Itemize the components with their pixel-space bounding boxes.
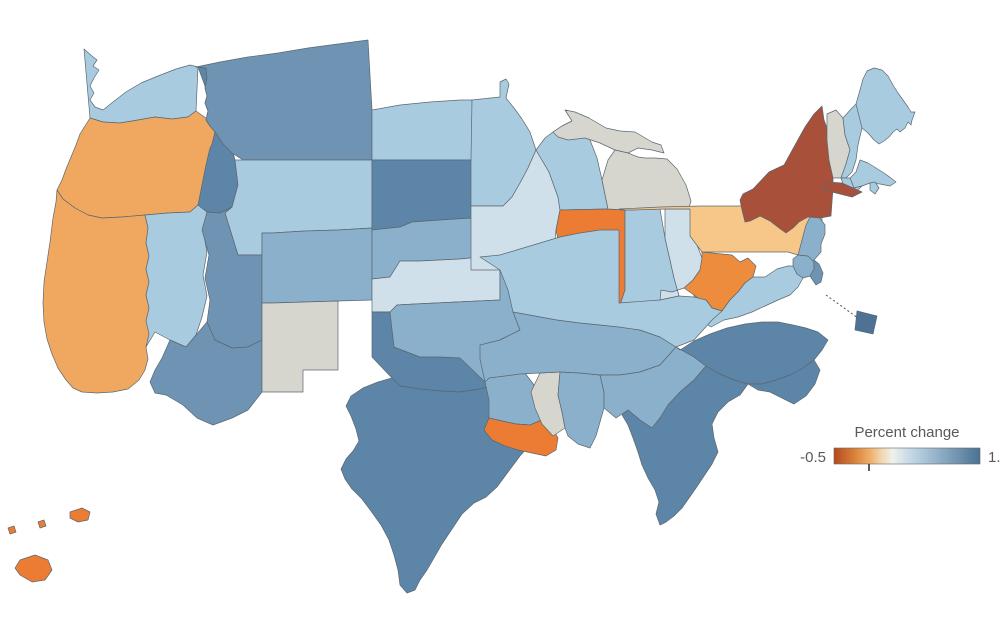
svg-text:-0.5: -0.5 [800,449,826,466]
svg-text:1.7: 1.7 [988,449,1000,466]
svg-text:Percent change: Percent change [854,424,959,441]
